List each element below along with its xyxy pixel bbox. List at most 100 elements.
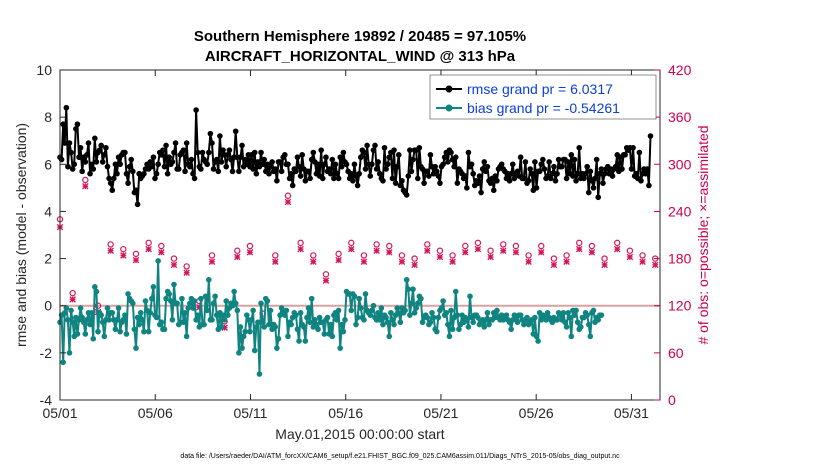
rmse-point	[84, 152, 90, 158]
rmse-point	[288, 170, 294, 177]
obs-assimilated-marker	[462, 249, 469, 256]
rmse-point	[395, 152, 402, 158]
rmse-point	[109, 187, 116, 194]
bias-point	[193, 317, 199, 323]
bias-point	[109, 309, 116, 316]
obs-assimilated-marker	[158, 249, 165, 256]
rmse-point	[490, 187, 497, 194]
rmse-point	[372, 142, 378, 149]
bias-point	[131, 326, 138, 333]
bias-point	[418, 295, 424, 302]
rmse-point	[237, 154, 244, 161]
bias-point	[383, 314, 389, 321]
y-right-tick-label: 300	[668, 156, 692, 172]
rmse-point	[164, 170, 171, 177]
rmse-point	[362, 166, 369, 172]
obs-possible-marker	[297, 239, 304, 247]
bias-point	[133, 345, 139, 351]
rmse-point	[367, 173, 374, 179]
bias-point	[304, 314, 310, 321]
rmse-point	[267, 163, 274, 170]
rmse-point	[225, 152, 231, 158]
bias-point	[168, 298, 174, 304]
bias-point	[150, 284, 157, 290]
bias-point	[338, 321, 345, 328]
rmse-point	[356, 170, 362, 177]
obs-possible-marker	[170, 255, 178, 262]
obs-assimilated-marker	[69, 296, 76, 303]
rmse-point	[326, 166, 332, 172]
obs-assimilated-marker	[246, 249, 254, 256]
rmse-point	[343, 161, 350, 168]
obs-possible-marker	[145, 239, 152, 247]
bias-point	[92, 284, 98, 290]
obs-possible-marker	[335, 250, 342, 258]
rmse-point	[163, 142, 169, 149]
rmse-point	[223, 163, 230, 170]
bias-point	[470, 319, 476, 326]
bias-point	[356, 295, 362, 302]
bias-point	[60, 359, 66, 366]
bias-point	[566, 314, 573, 321]
bias-point	[424, 314, 431, 321]
bias-point	[137, 309, 144, 316]
bias-point	[532, 314, 538, 321]
rmse-point	[182, 168, 188, 175]
bias-point	[475, 314, 481, 321]
bias-point	[74, 331, 81, 337]
obs-possible-marker	[449, 252, 456, 259]
rmse-point	[65, 163, 71, 170]
obs-assimilated-marker	[234, 253, 241, 261]
rmse-point	[405, 173, 412, 179]
rmse-point	[354, 182, 361, 189]
rmse-point	[633, 170, 640, 177]
bias-point	[361, 317, 367, 323]
bias-point	[66, 350, 73, 356]
bias-point	[145, 328, 152, 335]
rmse-point	[340, 149, 347, 156]
bias-point	[353, 321, 359, 328]
rmse-point	[587, 168, 594, 175]
rmse-point	[82, 159, 89, 165]
bias-point	[294, 326, 301, 333]
rmse-point	[66, 140, 73, 146]
rmse-point	[568, 152, 575, 158]
x-tick-label: 05/21	[423, 405, 458, 421]
obs-assimilated-marker	[335, 256, 342, 264]
bias-point	[560, 309, 567, 316]
bias-point	[324, 314, 331, 321]
bias-point	[87, 321, 93, 328]
rmse-point	[357, 154, 364, 161]
bias-point	[253, 324, 260, 330]
bias-point	[275, 335, 282, 342]
bias-point	[180, 319, 187, 326]
bias-point	[65, 317, 71, 323]
rmse-point	[318, 147, 325, 153]
bias-point	[544, 309, 551, 316]
bias-point	[104, 305, 111, 311]
rmse-point	[331, 175, 337, 182]
obs-assimilated-marker	[322, 277, 330, 284]
bias-point	[362, 291, 369, 297]
bias-point	[517, 312, 524, 318]
rmse-point	[111, 175, 117, 182]
rmse-point	[435, 173, 442, 179]
bias-point	[206, 276, 212, 283]
rmse-point	[348, 170, 355, 177]
rmse-point	[432, 163, 438, 170]
rmse-point	[161, 163, 168, 170]
rmse-point	[574, 170, 581, 177]
rmse-point	[63, 104, 70, 111]
bias-point	[201, 321, 207, 328]
rmse-point	[389, 175, 396, 182]
rmse-point	[498, 161, 505, 168]
obs-assimilated-marker	[639, 258, 646, 265]
bias-point	[123, 331, 130, 337]
bias-point	[115, 305, 122, 311]
bias-point	[584, 312, 590, 318]
rmse-point	[492, 173, 499, 179]
rmse-point	[204, 161, 211, 168]
bias-point	[285, 333, 291, 340]
bias-point	[278, 305, 285, 311]
x-tick-label: 05/26	[519, 405, 554, 421]
